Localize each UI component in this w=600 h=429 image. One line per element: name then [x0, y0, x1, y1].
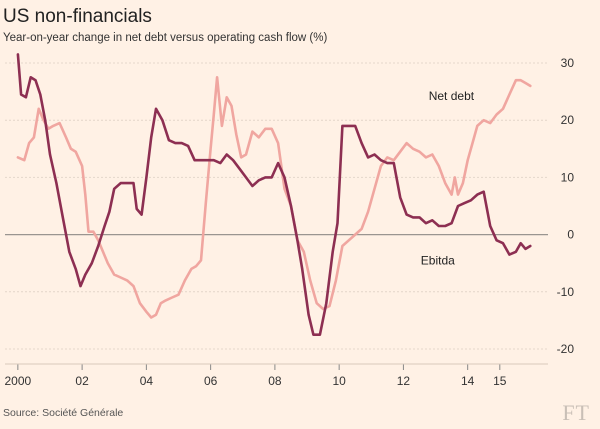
y-axis-ticks: 30 20 10 0 -10 -20: [557, 56, 575, 356]
y-tick-label: 10: [561, 170, 575, 184]
x-tick-label: 15: [493, 374, 507, 388]
x-tick-label: 04: [140, 374, 154, 388]
y-tick-label: -10: [557, 285, 575, 299]
x-tick-label: 06: [204, 374, 218, 388]
y-tick-label: 20: [561, 113, 575, 127]
x-axis-ticks: 2000 02 04 06 08 10 12 14 15: [5, 363, 548, 388]
series-label-net-debt: Net debt: [429, 89, 475, 103]
x-tick-label: 12: [397, 374, 411, 388]
series-line-net-debt: [16, 76, 532, 319]
x-tick-label: 02: [75, 374, 89, 388]
y-tick-label: 30: [561, 56, 575, 70]
series-lines: [16, 53, 532, 336]
x-tick-label: 10: [332, 374, 346, 388]
x-tick-label: 14: [461, 374, 475, 388]
y-tick-label: 0: [567, 228, 574, 242]
ft-logo: FT: [562, 400, 590, 425]
series-labels: Net debt Ebitda: [421, 89, 475, 267]
series-label-ebitda: Ebitda: [421, 253, 455, 267]
series-line-ebitda: [16, 53, 532, 336]
source-note: Source: Société Générale: [3, 407, 124, 419]
x-tick-label: 08: [268, 374, 282, 388]
chart-subtitle: Year-on-year change in net debt versus o…: [3, 32, 328, 44]
chart-title: US non-financials: [3, 6, 152, 27]
x-tick-label: 2000: [5, 374, 32, 388]
y-tick-label: -20: [557, 342, 575, 356]
